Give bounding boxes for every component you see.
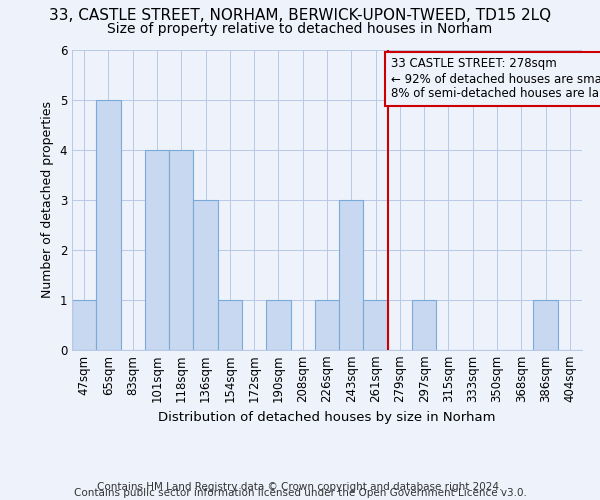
Text: Contains public sector information licensed under the Open Government Licence v3: Contains public sector information licen… [74,488,526,498]
Text: 33 CASTLE STREET: 278sqm
← 92% of detached houses are smaller (24)
8% of semi-de: 33 CASTLE STREET: 278sqm ← 92% of detach… [391,58,600,100]
X-axis label: Distribution of detached houses by size in Norham: Distribution of detached houses by size … [158,411,496,424]
Bar [218,300,242,350]
Bar [193,200,218,350]
Text: Size of property relative to detached houses in Norham: Size of property relative to detached ho… [107,22,493,36]
Bar [364,300,388,350]
Bar [266,300,290,350]
Bar [339,200,364,350]
Bar [72,300,96,350]
Bar [533,300,558,350]
Y-axis label: Number of detached properties: Number of detached properties [41,102,54,298]
Text: Contains HM Land Registry data © Crown copyright and database right 2024.: Contains HM Land Registry data © Crown c… [97,482,503,492]
Bar [96,100,121,350]
Bar [412,300,436,350]
Text: 33, CASTLE STREET, NORHAM, BERWICK-UPON-TWEED, TD15 2LQ: 33, CASTLE STREET, NORHAM, BERWICK-UPON-… [49,8,551,22]
Bar [145,150,169,350]
Bar [315,300,339,350]
Bar [169,150,193,350]
